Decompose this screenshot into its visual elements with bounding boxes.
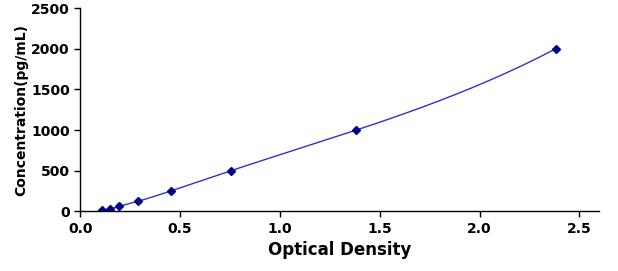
- X-axis label: Optical Density: Optical Density: [268, 241, 412, 259]
- Y-axis label: Concentration(pg/mL): Concentration(pg/mL): [14, 24, 28, 196]
